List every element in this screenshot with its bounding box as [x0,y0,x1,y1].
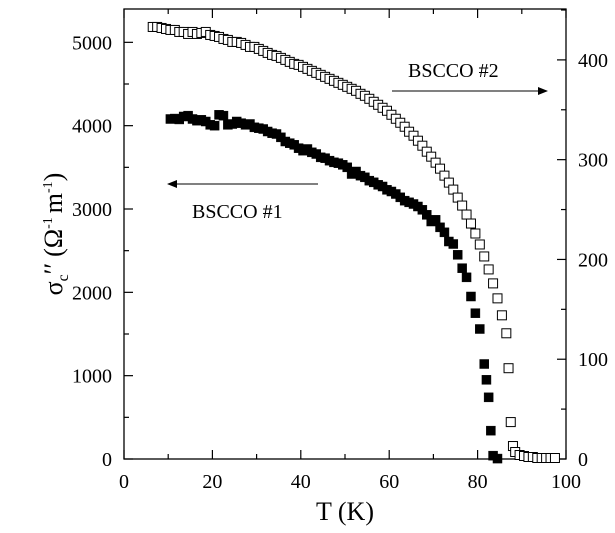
annotation-bscco-2: BSCCO #2 [408,60,499,82]
data-point-bscco-2 [483,264,494,275]
data-point-bscco-1 [481,375,492,385]
y-axis-title: σc′′(Ω-1m-1) [39,173,72,296]
data-point-bscco-2 [470,228,481,239]
x-tick-label: 60 [379,471,399,493]
data-point-bscco-2 [457,200,468,211]
x-axis-title: T (K) [316,497,374,526]
data-point-bscco-1 [448,239,459,249]
data-point-bscco-2 [492,293,503,304]
x-tick-label: 20 [202,471,222,493]
data-point-bscco-1 [466,291,476,302]
data-point-bscco-1 [492,453,503,464]
y-right-tick-label: 400 [578,50,608,72]
annotations: BSCCO #1 BSCCO #2 [167,60,548,223]
data-point-bscco-2 [496,310,507,321]
axis-ticks [123,9,567,460]
data-point-bscco-1 [457,263,467,273]
data-point-bscco-1 [486,425,496,436]
data-point-bscco-1 [483,392,494,403]
x-tick-label: 100 [551,471,581,493]
data-point-bscco-2 [461,209,472,220]
y-left-tick-label: 3000 [72,199,112,221]
x-tick-label: 40 [291,471,311,493]
data-point-bscco-1 [439,227,450,238]
y-axis-exponent-m: -1 [41,181,56,193]
y-axis-units-close: ) [39,173,68,182]
data-point-bscco-2 [503,363,514,374]
y-left-tick-label: 4000 [72,116,112,138]
series-bscco-2 [147,21,560,464]
y-axis-exponent-ohm: -1 [41,217,56,229]
y-right-tick-label: 0 [578,449,588,471]
y-right-tick-label: 100 [578,349,608,371]
data-point-bscco-1 [479,359,489,369]
y-axis-units-open: (Ω [39,229,68,257]
data-point-bscco-1 [209,120,220,131]
x-tick-label: 80 [468,471,488,493]
data-point-bscco-1 [452,250,463,260]
data-point-bscco-2 [505,417,516,428]
y-axis-subscript: c [55,274,72,281]
plot-frame [123,8,567,460]
x-tick-label: 0 [119,471,129,493]
y-left-tick-label: 0 [102,449,112,471]
y-left-tick-label: 2000 [72,282,112,304]
data-point-bscco-1 [218,110,229,121]
data-point-bscco-2 [474,239,485,250]
y-right-tick-label: 200 [578,249,608,271]
data-point-bscco-1 [475,324,485,334]
tick-labels: 0 20 40 60 80 1000100020003000400050000100200… [72,32,608,493]
annotation-bscco-1: BSCCO #1 [192,201,283,223]
y-left-tick-label: 1000 [72,366,112,388]
y-axis-sigma: σ [39,281,68,295]
y-axis-primes: ′′ [39,263,68,274]
data-point-bscco-2 [549,453,560,464]
data-point-bscco-2 [501,328,512,339]
data-point-bscco-1 [461,272,472,283]
y-left-tick-label: 5000 [72,32,112,54]
data-point-bscco-1 [470,308,481,318]
y-right-tick-label: 300 [578,150,608,172]
data-point-bscco-2 [488,278,499,289]
y-axis-units-mid: m [39,193,68,213]
data-point-bscco-2 [479,251,490,262]
data-point-bscco-2 [465,218,476,229]
series-bscco-1 [165,110,503,464]
